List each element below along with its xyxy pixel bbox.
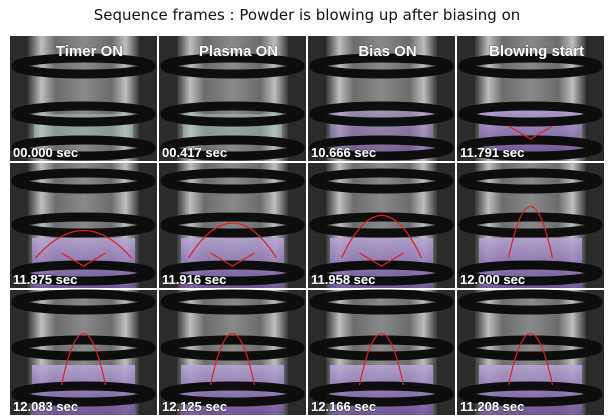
frame: Blowing start 11.791 sec xyxy=(457,36,604,161)
frame: 11.916 sec xyxy=(159,163,306,288)
frame: Timer ON 00.000 sec xyxy=(10,36,157,161)
frame: 11.208 sec xyxy=(457,290,604,415)
frame-time: 12.166 sec xyxy=(311,399,376,414)
frame-label: Bias ON xyxy=(358,43,416,60)
frame-time: 00.417 sec xyxy=(162,145,227,160)
frame-label: Plasma ON xyxy=(199,43,278,60)
frame-time: 10.666 sec xyxy=(311,145,376,160)
frame: 12.083 sec xyxy=(10,290,157,415)
frame: 12.125 sec xyxy=(159,290,306,415)
figure: Sequence frames : Powder is blowing up a… xyxy=(0,0,614,418)
figure-title: Sequence frames : Powder is blowing up a… xyxy=(94,6,521,24)
frame-time: 12.000 sec xyxy=(460,272,525,287)
frame-time: 11.208 sec xyxy=(460,399,524,414)
frame-time: 11.791 sec xyxy=(460,145,524,160)
frame: 12.166 sec xyxy=(308,290,455,415)
frame-time: 11.958 sec xyxy=(311,272,375,287)
frame-time: 12.125 sec xyxy=(162,399,227,414)
frame-time: 00.000 sec xyxy=(13,145,78,160)
frame: Plasma ON 00.417 sec xyxy=(159,36,306,161)
frame-time: 12.083 sec xyxy=(13,399,78,414)
frame-time: 11.875 sec xyxy=(13,272,77,287)
frame-label: Timer ON xyxy=(56,43,123,60)
frame: 12.000 sec xyxy=(457,163,604,288)
frame-label: Blowing start xyxy=(489,43,584,60)
frame: 11.958 sec xyxy=(308,163,455,288)
frame: Bias ON 10.666 sec xyxy=(308,36,455,161)
frame: 11.875 sec xyxy=(10,163,157,288)
frame-time: 11.916 sec xyxy=(162,272,226,287)
